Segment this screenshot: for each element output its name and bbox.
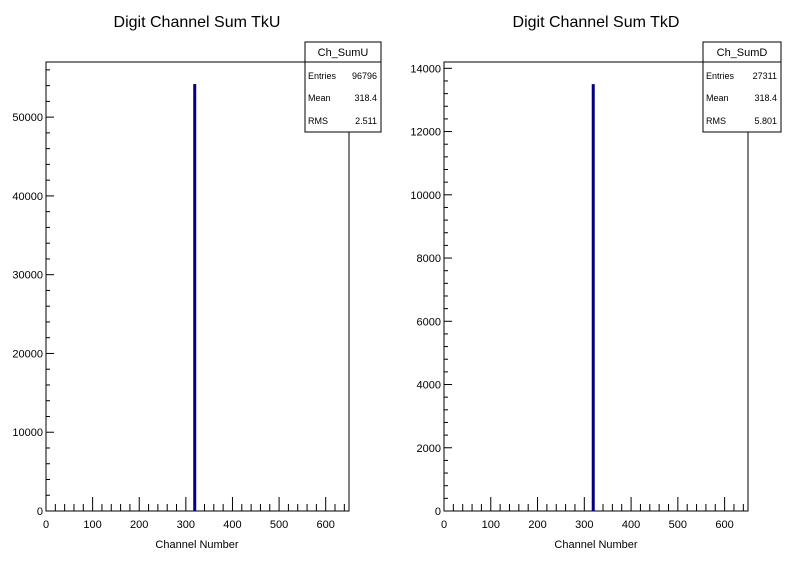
stats-box-frame [304,41,382,133]
x-tick-label: 200 [528,519,546,531]
y-axis: 0 2000 4000 6000 8000 10000 12000 14000 [410,63,452,518]
plot-frame [443,61,749,512]
stats-entries-label: Entries [706,71,735,81]
x-tick-label: 100 [482,519,500,531]
stats-rms-value: 5.801 [754,116,777,126]
stats-mean-value: 318.4 [754,93,777,103]
y-tick-label: 8000 [417,253,441,265]
x-tick-label: 100 [83,519,101,531]
stats-box-name: Ch_SumU [318,47,369,59]
stats-box: Ch_SumU Entries 96796 Mean 318.4 RMS 2.5… [304,41,382,133]
stats-mean-value: 318.4 [354,93,377,103]
stats-rms-label: RMS [308,116,328,126]
x-tick-label: 0 [43,519,49,531]
chart-title: Digit Channel Sum TkU [114,14,281,31]
stats-mean-label: Mean [706,93,729,103]
y-tick-label: 30000 [12,270,43,282]
stats-box-name: Ch_SumD [717,47,768,59]
x-tick-label: 300 [575,519,593,531]
y-tick-label: 14000 [410,63,441,75]
stats-entries-label: Entries [308,71,337,81]
x-tick-label: 200 [130,519,148,531]
x-tick-label: 0 [441,519,447,531]
stats-entries-value: 27311 [753,71,777,81]
y-tick-label: 12000 [410,127,441,139]
x-tick-label: 500 [669,519,687,531]
histogram-bin [193,84,197,511]
histogram-panel-tkd: Digit Channel Sum TkD 0 100 200 300 400 500 60… [410,14,782,551]
x-tick-label: 500 [270,519,288,531]
histogram-bin [591,84,595,512]
histogram-bins [193,84,197,511]
x-axis: 0 100 200 300 400 500 600 [43,497,345,531]
x-axis: 0 100 200 300 400 500 600 [441,497,744,531]
stats-box: Ch_SumD Entries 27311 Mean 318.4 RMS 5.8… [702,41,782,133]
y-tick-label: 0 [435,506,441,518]
stats-rms-label: RMS [706,116,726,126]
stats-mean-label: Mean [308,93,331,103]
y-tick-label: 2000 [417,443,441,455]
y-tick-label: 10000 [410,190,441,202]
x-tick-label: 400 [223,519,241,531]
y-tick-label: 10000 [12,427,43,439]
y-tick-label: 50000 [12,112,43,124]
histogram-panel-tku: Digit Channel Sum TkU 0 100 200 300 400 500 60… [12,14,382,551]
histogram-bins [591,84,595,512]
y-tick-label: 0 [37,506,43,518]
x-tick-label: 600 [715,519,733,531]
stats-box-frame [702,41,782,133]
x-tick-label: 600 [317,519,335,531]
y-tick-label: 6000 [417,316,441,328]
plot-frame [45,61,350,512]
chart-title: Digit Channel Sum TkD [513,14,680,31]
x-tick-label: 300 [177,519,195,531]
x-axis-label: Channel Number [554,539,637,551]
stats-entries-value: 96796 [352,71,377,81]
y-tick-label: 20000 [12,348,43,360]
y-axis: 0 10000 20000 30000 40000 50000 [12,69,54,518]
y-tick-label: 40000 [12,191,43,203]
x-axis-label: Channel Number [155,539,238,551]
x-tick-label: 400 [622,519,640,531]
stats-rms-value: 2.511 [355,116,377,126]
y-tick-label: 4000 [417,380,441,392]
